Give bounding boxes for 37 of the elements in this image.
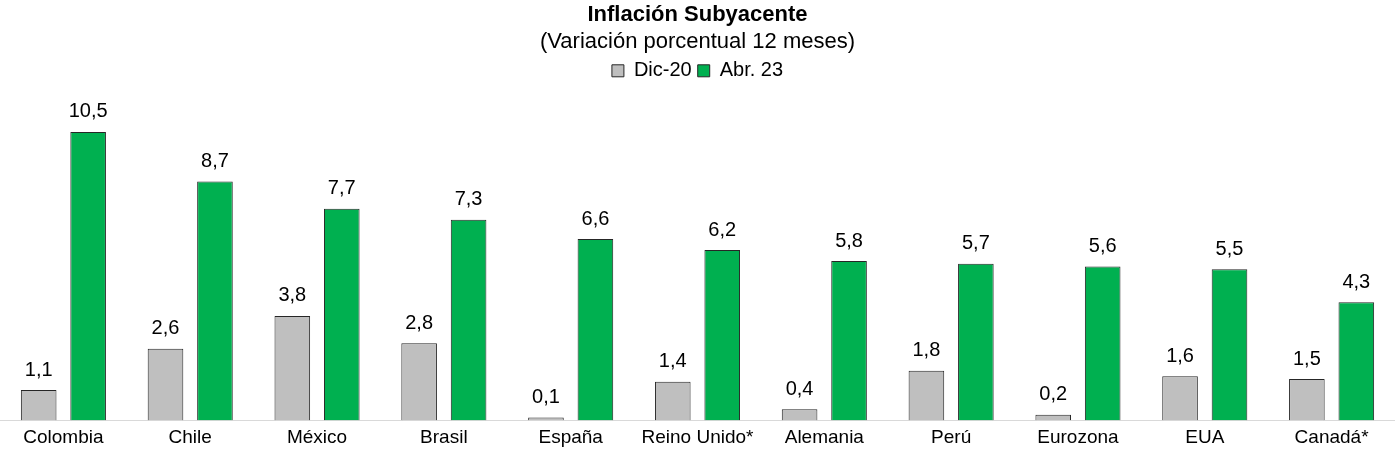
x-tick-label: España bbox=[538, 425, 604, 447]
x-tick-label: Reino Unido* bbox=[641, 425, 755, 447]
chart-subtitle: (Variación porcentual 12 meses) bbox=[539, 27, 856, 53]
data-label: 7,3 bbox=[454, 187, 483, 210]
legend-label: Dic-20 bbox=[633, 58, 692, 81]
data-label: 4,3 bbox=[1342, 269, 1371, 292]
data-label: 2,6 bbox=[151, 316, 180, 339]
x-tick-label: EUA bbox=[1185, 425, 1225, 447]
data-label: 2,8 bbox=[405, 310, 434, 333]
chart-title: Inflación Subyacente bbox=[587, 1, 808, 27]
x-tick-label: México bbox=[286, 425, 348, 447]
data-label: 5,7 bbox=[961, 231, 990, 254]
data-label: 1,8 bbox=[912, 338, 941, 361]
x-tick-label: Canadá* bbox=[1294, 425, 1370, 447]
data-label: 0,4 bbox=[785, 376, 814, 399]
data-label: 0,1 bbox=[532, 384, 560, 407]
data-label: 1,1 bbox=[24, 357, 53, 380]
legend-label: Abr. 23 bbox=[719, 58, 784, 81]
x-tick-label: Chile bbox=[168, 425, 212, 447]
data-label: 7,7 bbox=[327, 176, 356, 199]
data-label: 1,6 bbox=[1166, 343, 1194, 366]
x-tick-label: Alemania bbox=[784, 425, 865, 447]
data-label: 8,7 bbox=[201, 148, 229, 171]
data-label: 6,2 bbox=[708, 217, 737, 240]
x-tick-label: Brasil bbox=[420, 425, 468, 447]
x-tick-label: Eurozona bbox=[1037, 425, 1120, 447]
data-label: 5,5 bbox=[1215, 236, 1244, 259]
data-label: 10,5 bbox=[68, 99, 108, 122]
data-label: 5,8 bbox=[835, 228, 863, 251]
x-tick-label: Colombia bbox=[23, 425, 104, 447]
x-tick-label: Perú bbox=[931, 425, 972, 447]
data-label: 1,4 bbox=[658, 349, 687, 372]
data-label: 6,6 bbox=[581, 206, 610, 229]
data-label: 0,2 bbox=[1039, 382, 1068, 405]
data-label: 3,8 bbox=[278, 283, 307, 306]
data-label: 5,6 bbox=[1088, 234, 1117, 256]
data-label: 1,5 bbox=[1292, 346, 1321, 369]
